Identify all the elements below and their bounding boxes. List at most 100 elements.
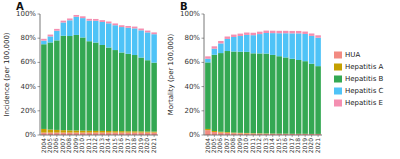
bar-segment xyxy=(67,20,73,36)
bar-segment xyxy=(54,40,60,130)
panel-label: A xyxy=(16,1,24,12)
legend-swatch xyxy=(334,76,342,83)
bar-segment xyxy=(41,44,47,129)
y-tick xyxy=(202,62,205,63)
bar-segment xyxy=(296,31,302,33)
bar-segment xyxy=(41,39,47,41)
y-tick xyxy=(38,110,41,111)
bar-segment xyxy=(257,34,263,53)
bar-segment xyxy=(225,51,231,132)
bar-segment xyxy=(54,31,60,41)
bar-segment xyxy=(276,33,282,56)
y-axis-label: Mortality (per 100,000) xyxy=(167,33,175,115)
bar-segment xyxy=(80,18,86,37)
x-tick xyxy=(214,135,215,137)
bar-segment xyxy=(41,41,47,45)
bar-segment xyxy=(302,34,308,61)
bar-segment xyxy=(125,28,131,54)
x-tick xyxy=(279,135,280,137)
bar-segment xyxy=(54,29,60,31)
bar-segment xyxy=(257,32,263,34)
y-tick-label: 80% xyxy=(184,34,200,42)
bar-segment xyxy=(212,46,218,48)
legend-label: Hepatitis E xyxy=(345,99,383,107)
bar-segment xyxy=(74,15,80,17)
x-tick xyxy=(43,135,44,137)
bar-segment xyxy=(74,35,80,131)
bar-segment xyxy=(309,36,315,64)
bar-segment xyxy=(238,52,244,133)
bar-segment xyxy=(87,131,93,133)
bar-segment xyxy=(251,35,257,53)
x-axis xyxy=(204,135,322,136)
bar-segment xyxy=(80,37,86,130)
bar-segment xyxy=(119,52,125,131)
x-tick xyxy=(76,135,77,137)
bar-segment xyxy=(125,54,131,131)
bar-segment xyxy=(218,43,224,53)
bar-segment xyxy=(48,36,54,42)
bar-segment xyxy=(138,131,144,132)
bar-segment xyxy=(87,41,93,131)
y-axis-label: Incidence (per 100,000) xyxy=(3,32,11,116)
bar-segment xyxy=(257,53,263,133)
legend: HUAHepatitis AHepatitis BHepatitis CHepa… xyxy=(334,51,384,107)
bar-segment xyxy=(218,41,224,43)
x-tick xyxy=(108,135,109,137)
bar-segment xyxy=(112,50,118,131)
bar-segment xyxy=(87,19,93,21)
bar-segment xyxy=(289,31,295,33)
bar-segment xyxy=(67,36,73,130)
y-tick-label: 0% xyxy=(189,131,200,139)
x-tick xyxy=(56,135,57,137)
bar-segment xyxy=(112,23,118,25)
y-tick-label: 0% xyxy=(25,131,36,139)
x-axis xyxy=(40,135,158,136)
bar-segment xyxy=(106,48,112,131)
x-tick xyxy=(227,135,228,137)
bar-segment xyxy=(289,33,295,58)
bar-segment xyxy=(205,129,211,130)
bar-segment xyxy=(231,35,237,37)
bar-segment xyxy=(67,130,73,132)
bar-segment xyxy=(218,53,224,132)
bars xyxy=(205,31,321,135)
bar-segment xyxy=(112,131,118,132)
x-tick xyxy=(89,135,90,137)
x-tick xyxy=(115,135,116,137)
legend-label: Hepatitis C xyxy=(345,87,384,95)
bar-segment xyxy=(93,19,99,21)
bar-segment xyxy=(276,56,282,133)
y-tick xyxy=(202,110,205,111)
bar-segment xyxy=(283,33,289,57)
bar-segment xyxy=(74,131,80,133)
x-tick-label: 2021 xyxy=(314,138,321,153)
x-tick xyxy=(233,135,234,137)
bar-segment xyxy=(231,37,237,52)
x-tick xyxy=(121,135,122,137)
x-tick-label: 2021 xyxy=(150,138,157,153)
bar-segment xyxy=(205,56,211,58)
bar-segment xyxy=(244,33,250,35)
bar-segment xyxy=(296,33,302,60)
bar-segment xyxy=(263,54,269,134)
y-tick-label: 60% xyxy=(20,58,36,66)
bar-segment xyxy=(93,21,99,43)
bar-segment xyxy=(251,53,257,133)
x-tick xyxy=(141,135,142,137)
x-tick xyxy=(240,135,241,137)
bar-segment xyxy=(119,131,125,132)
bar-segment xyxy=(132,27,138,29)
x-tick xyxy=(147,135,148,137)
bar-segment xyxy=(74,17,80,35)
bar-segment xyxy=(87,21,93,42)
y-tick xyxy=(38,38,41,39)
bar-segment xyxy=(99,22,105,45)
legend-label: Hepatitis B xyxy=(345,75,384,83)
bar-segment xyxy=(145,31,151,33)
x-tick xyxy=(305,135,306,137)
bar-segment xyxy=(119,25,125,27)
bar-segment xyxy=(151,63,157,132)
x-tick xyxy=(266,135,267,137)
bar-segment xyxy=(99,131,105,133)
